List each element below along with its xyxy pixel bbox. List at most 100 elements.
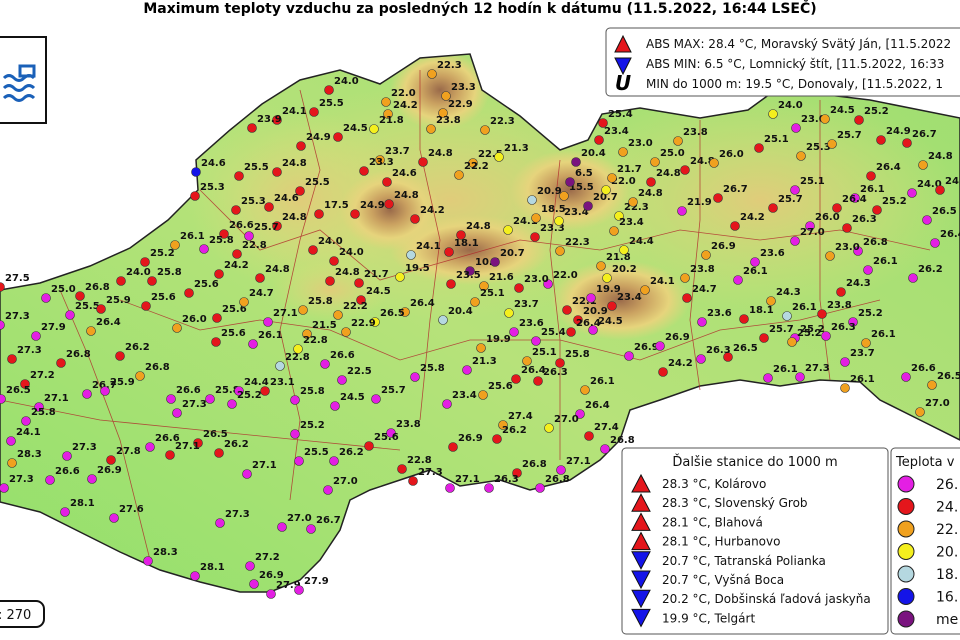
station-dot (441, 91, 451, 101)
station-value: 25.6 (374, 432, 399, 443)
station-dot (479, 281, 489, 291)
station-dot (680, 273, 690, 283)
station-dot (556, 465, 566, 475)
station-dot (559, 191, 569, 201)
station-dot (650, 157, 660, 167)
station-dot (594, 135, 604, 145)
station-value: 26.1 (258, 330, 283, 341)
station-dot (840, 383, 850, 393)
station-dot (227, 399, 237, 409)
station-dot (290, 429, 300, 439)
station-value: 23.8 (827, 300, 852, 311)
station-value: 25.5 (244, 162, 269, 173)
station-value: 25.0 (51, 284, 76, 295)
station-dot (607, 301, 617, 311)
station-value: 22.0 (553, 270, 578, 281)
extremes-box: U ABS MAX: 28.4 °C, Moravský Svätý Ján, … (605, 27, 960, 97)
station-value: 27.8 (116, 446, 141, 457)
station-dot (333, 310, 343, 320)
station-value: 26.8 (545, 474, 570, 485)
station-value: 24.1 (282, 106, 307, 117)
station-dot (165, 450, 175, 460)
station-value: 27.1 (252, 460, 277, 471)
station-dot (696, 354, 706, 364)
station-dot (290, 395, 300, 405)
station-value: 25.1 (800, 176, 825, 187)
station-dot (555, 246, 565, 256)
station-value: 25.3 (200, 182, 225, 193)
station-dot (395, 272, 405, 282)
station-value: 24.7 (249, 288, 274, 299)
station-value: 20.7 (500, 248, 525, 259)
station-dot (697, 317, 707, 327)
station-value: 25.2 (800, 324, 825, 335)
station-value: 24.8 (335, 267, 360, 278)
station-value: 24.5 (598, 316, 623, 327)
station-dot (232, 249, 242, 259)
station-value: 23.4 (452, 390, 477, 401)
station-value: 26.1 (871, 329, 896, 340)
station-value: 26.2 (502, 425, 527, 436)
station-value: 22.9 (351, 318, 376, 329)
station-dot (382, 177, 392, 187)
station-value: 25.2 (150, 248, 175, 259)
station-value: 26.5 (932, 206, 957, 217)
station-value: 24.8 (466, 221, 491, 232)
station-dot (234, 386, 244, 396)
station-value: 28.1 (200, 562, 225, 573)
station-value: 26.6 (176, 385, 201, 396)
station-value: 23.6 (519, 318, 544, 329)
station-dot (295, 186, 305, 196)
station-dot (682, 293, 692, 303)
station-dot (190, 571, 200, 581)
station-value: 24.8 (282, 212, 307, 223)
station-dot (750, 257, 760, 267)
station-dot (796, 151, 806, 161)
station-value: 18.5 (541, 204, 566, 215)
station-value: 26.9 (458, 433, 483, 444)
station-dot (298, 305, 308, 315)
station-dot (242, 469, 252, 479)
station-dot (601, 185, 611, 195)
station-dot (730, 221, 740, 231)
station-value: 23.6 (760, 248, 785, 259)
station-value: 22.1 (572, 296, 597, 307)
station-dot (533, 376, 543, 386)
station-dot (673, 136, 683, 146)
station-value: 25.4 (608, 109, 633, 120)
station-value: 27.0 (554, 414, 579, 425)
station-dot (255, 273, 265, 283)
station-dot (147, 276, 157, 286)
station-value: 23.4 (617, 292, 642, 303)
station-dot (329, 256, 339, 266)
station-value: 26.8 (610, 435, 635, 446)
station-value: 24.0 (917, 179, 942, 190)
station-value: 24.8 (282, 158, 307, 169)
station-value: 23.7 (514, 299, 539, 310)
station-dot (768, 203, 778, 213)
station-dot (763, 373, 773, 383)
station-value: 26.3 (494, 474, 519, 485)
station-dot (840, 357, 850, 367)
station-dot (446, 279, 456, 289)
station-dot (861, 338, 871, 348)
station-value: 23.3 (369, 157, 394, 168)
station-value: 23.0 (524, 274, 549, 285)
station-value: 26.6 (330, 350, 355, 361)
station-value: 24.5 (366, 286, 391, 297)
station-value: 24.2 (668, 358, 693, 369)
station-value: 24.9 (886, 126, 911, 137)
station-value: 26.1 (792, 302, 817, 313)
station-dot (713, 193, 723, 203)
station-value: 22.3 (437, 60, 462, 71)
station-dot (531, 336, 541, 346)
station-value: 24.7 (692, 284, 717, 295)
station-dot (908, 273, 918, 283)
station-dot (306, 524, 316, 534)
station-dot (470, 297, 480, 307)
station-dot (308, 245, 318, 255)
station-value: 24.0 (339, 247, 364, 258)
station-value: 21.8 (379, 115, 404, 126)
station-dot (0, 483, 9, 493)
station-dot (490, 257, 500, 267)
